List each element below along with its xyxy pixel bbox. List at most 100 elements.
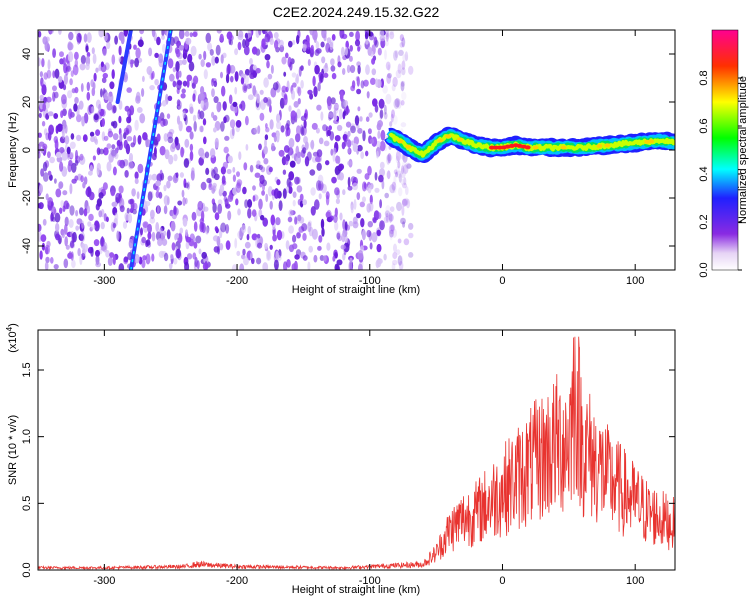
noise-speck <box>385 61 391 71</box>
noise-speck <box>95 261 101 268</box>
colorbar-tick-label: 0.0 <box>698 262 710 277</box>
noise-speck <box>330 97 336 105</box>
noise-speck <box>296 232 301 239</box>
noise-speck <box>235 120 242 128</box>
noise-speck <box>75 210 79 217</box>
noise-speck <box>213 127 217 133</box>
noise-speck <box>256 93 260 104</box>
noise-speck <box>365 150 369 157</box>
noise-speck <box>71 162 77 173</box>
noise-speck <box>170 254 174 260</box>
colorbar-tick-label: 0.8 <box>698 70 710 85</box>
noise-speck <box>55 233 61 241</box>
noise-speck <box>79 63 86 71</box>
noise-speck <box>202 262 209 270</box>
noise-speck <box>347 176 351 188</box>
noise-speck <box>391 109 395 119</box>
noise-speck <box>367 128 372 135</box>
noise-speck <box>197 200 204 211</box>
noise-speck <box>348 260 353 270</box>
noise-speck <box>68 31 74 41</box>
noise-speck <box>86 81 91 92</box>
noise-speck <box>142 132 148 141</box>
noise-speck <box>400 217 406 225</box>
noise-speck <box>298 66 302 77</box>
noise-speck <box>39 250 43 260</box>
noise-speck <box>355 30 360 42</box>
noise-speck <box>376 243 382 253</box>
noise-speck <box>53 264 59 270</box>
noise-speck <box>236 250 241 257</box>
noise-speck <box>67 90 73 99</box>
signal-hotspot <box>524 145 531 150</box>
noise-speck <box>401 60 406 70</box>
noise-speck <box>237 33 244 41</box>
noise-speck <box>334 221 339 231</box>
noise-speck <box>379 161 385 170</box>
noise-speck <box>261 190 265 196</box>
noise-speck <box>166 180 171 189</box>
noise-speck <box>227 63 231 75</box>
noise-speck <box>115 192 121 204</box>
noise-speck <box>258 164 263 170</box>
noise-speck <box>281 56 287 65</box>
noise-speck <box>393 175 397 186</box>
noise-speck <box>405 162 411 169</box>
noise-speck <box>246 83 252 90</box>
noise-speck <box>264 54 271 61</box>
noise-speck <box>367 165 372 176</box>
noise-speck <box>200 98 205 109</box>
noise-speck <box>216 30 222 34</box>
noise-speck <box>323 140 330 147</box>
noise-speck <box>309 169 316 176</box>
noise-speck <box>111 201 118 207</box>
noise-speck <box>77 248 81 257</box>
noise-speck <box>176 115 181 125</box>
noise-speck <box>374 39 379 48</box>
noise-speck <box>360 151 365 159</box>
noise-speck <box>74 86 79 94</box>
noise-speck <box>200 181 207 191</box>
noise-speck <box>158 191 163 199</box>
noise-speck <box>283 71 287 77</box>
noise-speck <box>349 31 354 37</box>
noise-speck <box>211 169 216 179</box>
noise-speck <box>393 98 400 109</box>
x-tick-label: 100 <box>626 575 644 587</box>
noise-speck <box>134 178 139 185</box>
noise-speck <box>176 99 181 107</box>
noise-speck <box>175 61 180 72</box>
noise-speck <box>61 151 68 161</box>
noise-speck <box>64 135 70 145</box>
noise-speck <box>263 158 269 165</box>
noise-speck <box>100 236 104 247</box>
noise-speck <box>357 144 363 152</box>
noise-speck <box>338 108 343 120</box>
noise-speck <box>288 171 295 181</box>
noise-speck <box>309 30 315 36</box>
noise-speck <box>180 146 185 158</box>
noise-speck <box>63 200 69 210</box>
noise-speck <box>296 185 303 193</box>
noise-speck <box>74 96 79 104</box>
noise-speck <box>387 64 391 72</box>
noise-speck <box>41 120 46 127</box>
noise-speck <box>406 163 412 169</box>
noise-speck <box>225 199 229 206</box>
noise-speck <box>401 91 407 101</box>
noise-speck <box>332 255 336 262</box>
noise-speck <box>189 150 194 161</box>
noise-speck <box>376 229 381 236</box>
noise-speck <box>173 153 178 162</box>
noise-speck <box>281 85 287 93</box>
noise-speck <box>172 67 177 73</box>
noise-speck <box>157 238 163 247</box>
x-tick-label: -300 <box>93 275 115 287</box>
noise-speck <box>118 115 122 124</box>
noise-speck <box>69 78 73 86</box>
noise-speck <box>400 80 406 87</box>
noise-speck <box>126 207 130 214</box>
noise-speck <box>150 209 155 220</box>
noise-speck <box>65 244 70 250</box>
noise-speck <box>47 131 52 141</box>
